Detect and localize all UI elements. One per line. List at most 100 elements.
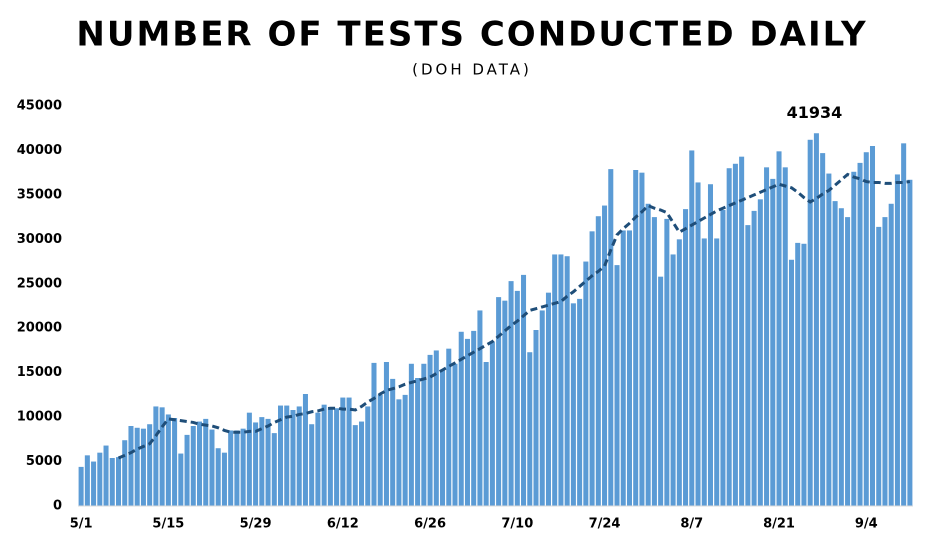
bar	[427, 354, 433, 506]
bar	[857, 162, 863, 506]
bar	[782, 167, 788, 507]
bar	[440, 370, 446, 506]
bar	[153, 406, 159, 506]
bar	[608, 169, 614, 506]
bar	[284, 405, 290, 506]
bar	[539, 310, 545, 506]
x-tick-label: 9/4	[855, 517, 878, 532]
bar	[527, 352, 533, 506]
bar	[521, 274, 527, 506]
bar	[620, 230, 626, 506]
bar	[670, 254, 676, 506]
bar	[464, 338, 470, 506]
bar	[626, 230, 632, 506]
bar	[820, 153, 826, 506]
bar	[545, 292, 551, 506]
bar	[664, 218, 670, 506]
bar	[714, 238, 720, 506]
bar	[651, 217, 657, 506]
bar	[215, 448, 221, 506]
bar	[514, 290, 520, 506]
bar	[321, 404, 327, 506]
y-tick-label: 40000	[17, 143, 62, 158]
bar	[907, 179, 913, 506]
bar	[633, 170, 639, 506]
bar	[340, 397, 346, 506]
x-tick-label: 5/29	[240, 517, 272, 532]
bar	[203, 418, 209, 506]
bar	[845, 217, 851, 506]
x-tick-label: 5/15	[152, 517, 184, 532]
bar	[720, 210, 726, 506]
bar	[552, 254, 558, 506]
chart-subtitle: (DOH DATA)	[412, 61, 532, 79]
bar	[813, 133, 819, 506]
bar	[78, 466, 84, 506]
bar	[508, 281, 514, 506]
bar	[489, 341, 495, 506]
y-tick-label: 5000	[26, 454, 62, 469]
bar	[240, 428, 246, 506]
bar	[882, 217, 888, 506]
x-tick-label: 7/10	[501, 517, 533, 532]
bar	[589, 231, 595, 507]
bar	[91, 461, 97, 506]
bar	[228, 430, 234, 506]
bar	[863, 152, 869, 506]
bar	[483, 362, 489, 506]
bar	[826, 173, 832, 507]
bar	[838, 208, 844, 506]
x-tick-label: 6/12	[327, 517, 359, 532]
bar	[278, 405, 284, 506]
bar	[645, 203, 651, 506]
bar	[683, 209, 689, 506]
bar	[446, 348, 452, 506]
bar	[309, 424, 315, 506]
y-tick-label: 0	[53, 499, 62, 514]
bar	[807, 139, 813, 506]
bar	[259, 417, 265, 506]
bar	[209, 429, 215, 506]
bar	[290, 410, 296, 506]
bar	[888, 203, 894, 506]
bar	[383, 362, 389, 506]
bar	[109, 458, 115, 506]
bar	[595, 216, 601, 506]
bar	[577, 298, 583, 506]
bar	[832, 201, 838, 506]
bar	[396, 399, 402, 506]
y-tick-label: 45000	[17, 99, 62, 114]
bar	[159, 407, 165, 506]
bar	[458, 331, 464, 506]
bar	[97, 452, 103, 506]
bar	[602, 205, 608, 507]
bar	[564, 256, 570, 506]
bar	[402, 394, 408, 506]
x-tick-label: 8/21	[763, 517, 795, 532]
bar	[265, 418, 271, 506]
bar	[253, 422, 259, 506]
y-tick-label: 15000	[17, 365, 62, 380]
x-tick-label: 8/7	[680, 517, 703, 532]
bar	[196, 421, 203, 506]
bar	[365, 406, 371, 506]
bar	[745, 225, 751, 506]
bar	[639, 172, 645, 506]
bar	[689, 150, 695, 506]
bar	[770, 178, 776, 506]
bar	[795, 242, 801, 506]
bar	[190, 426, 196, 506]
bar	[433, 350, 439, 506]
bar	[894, 174, 900, 506]
bar	[764, 167, 770, 507]
bar	[676, 239, 682, 507]
bar	[302, 394, 308, 506]
chart-title: NUMBER OF TESTS CONDUCTED DAILY	[76, 15, 867, 55]
bar	[147, 424, 153, 506]
bar	[901, 143, 907, 507]
bar	[614, 265, 620, 506]
bar	[788, 259, 795, 506]
bar	[346, 397, 352, 506]
bar	[296, 406, 302, 506]
bar	[801, 243, 807, 506]
